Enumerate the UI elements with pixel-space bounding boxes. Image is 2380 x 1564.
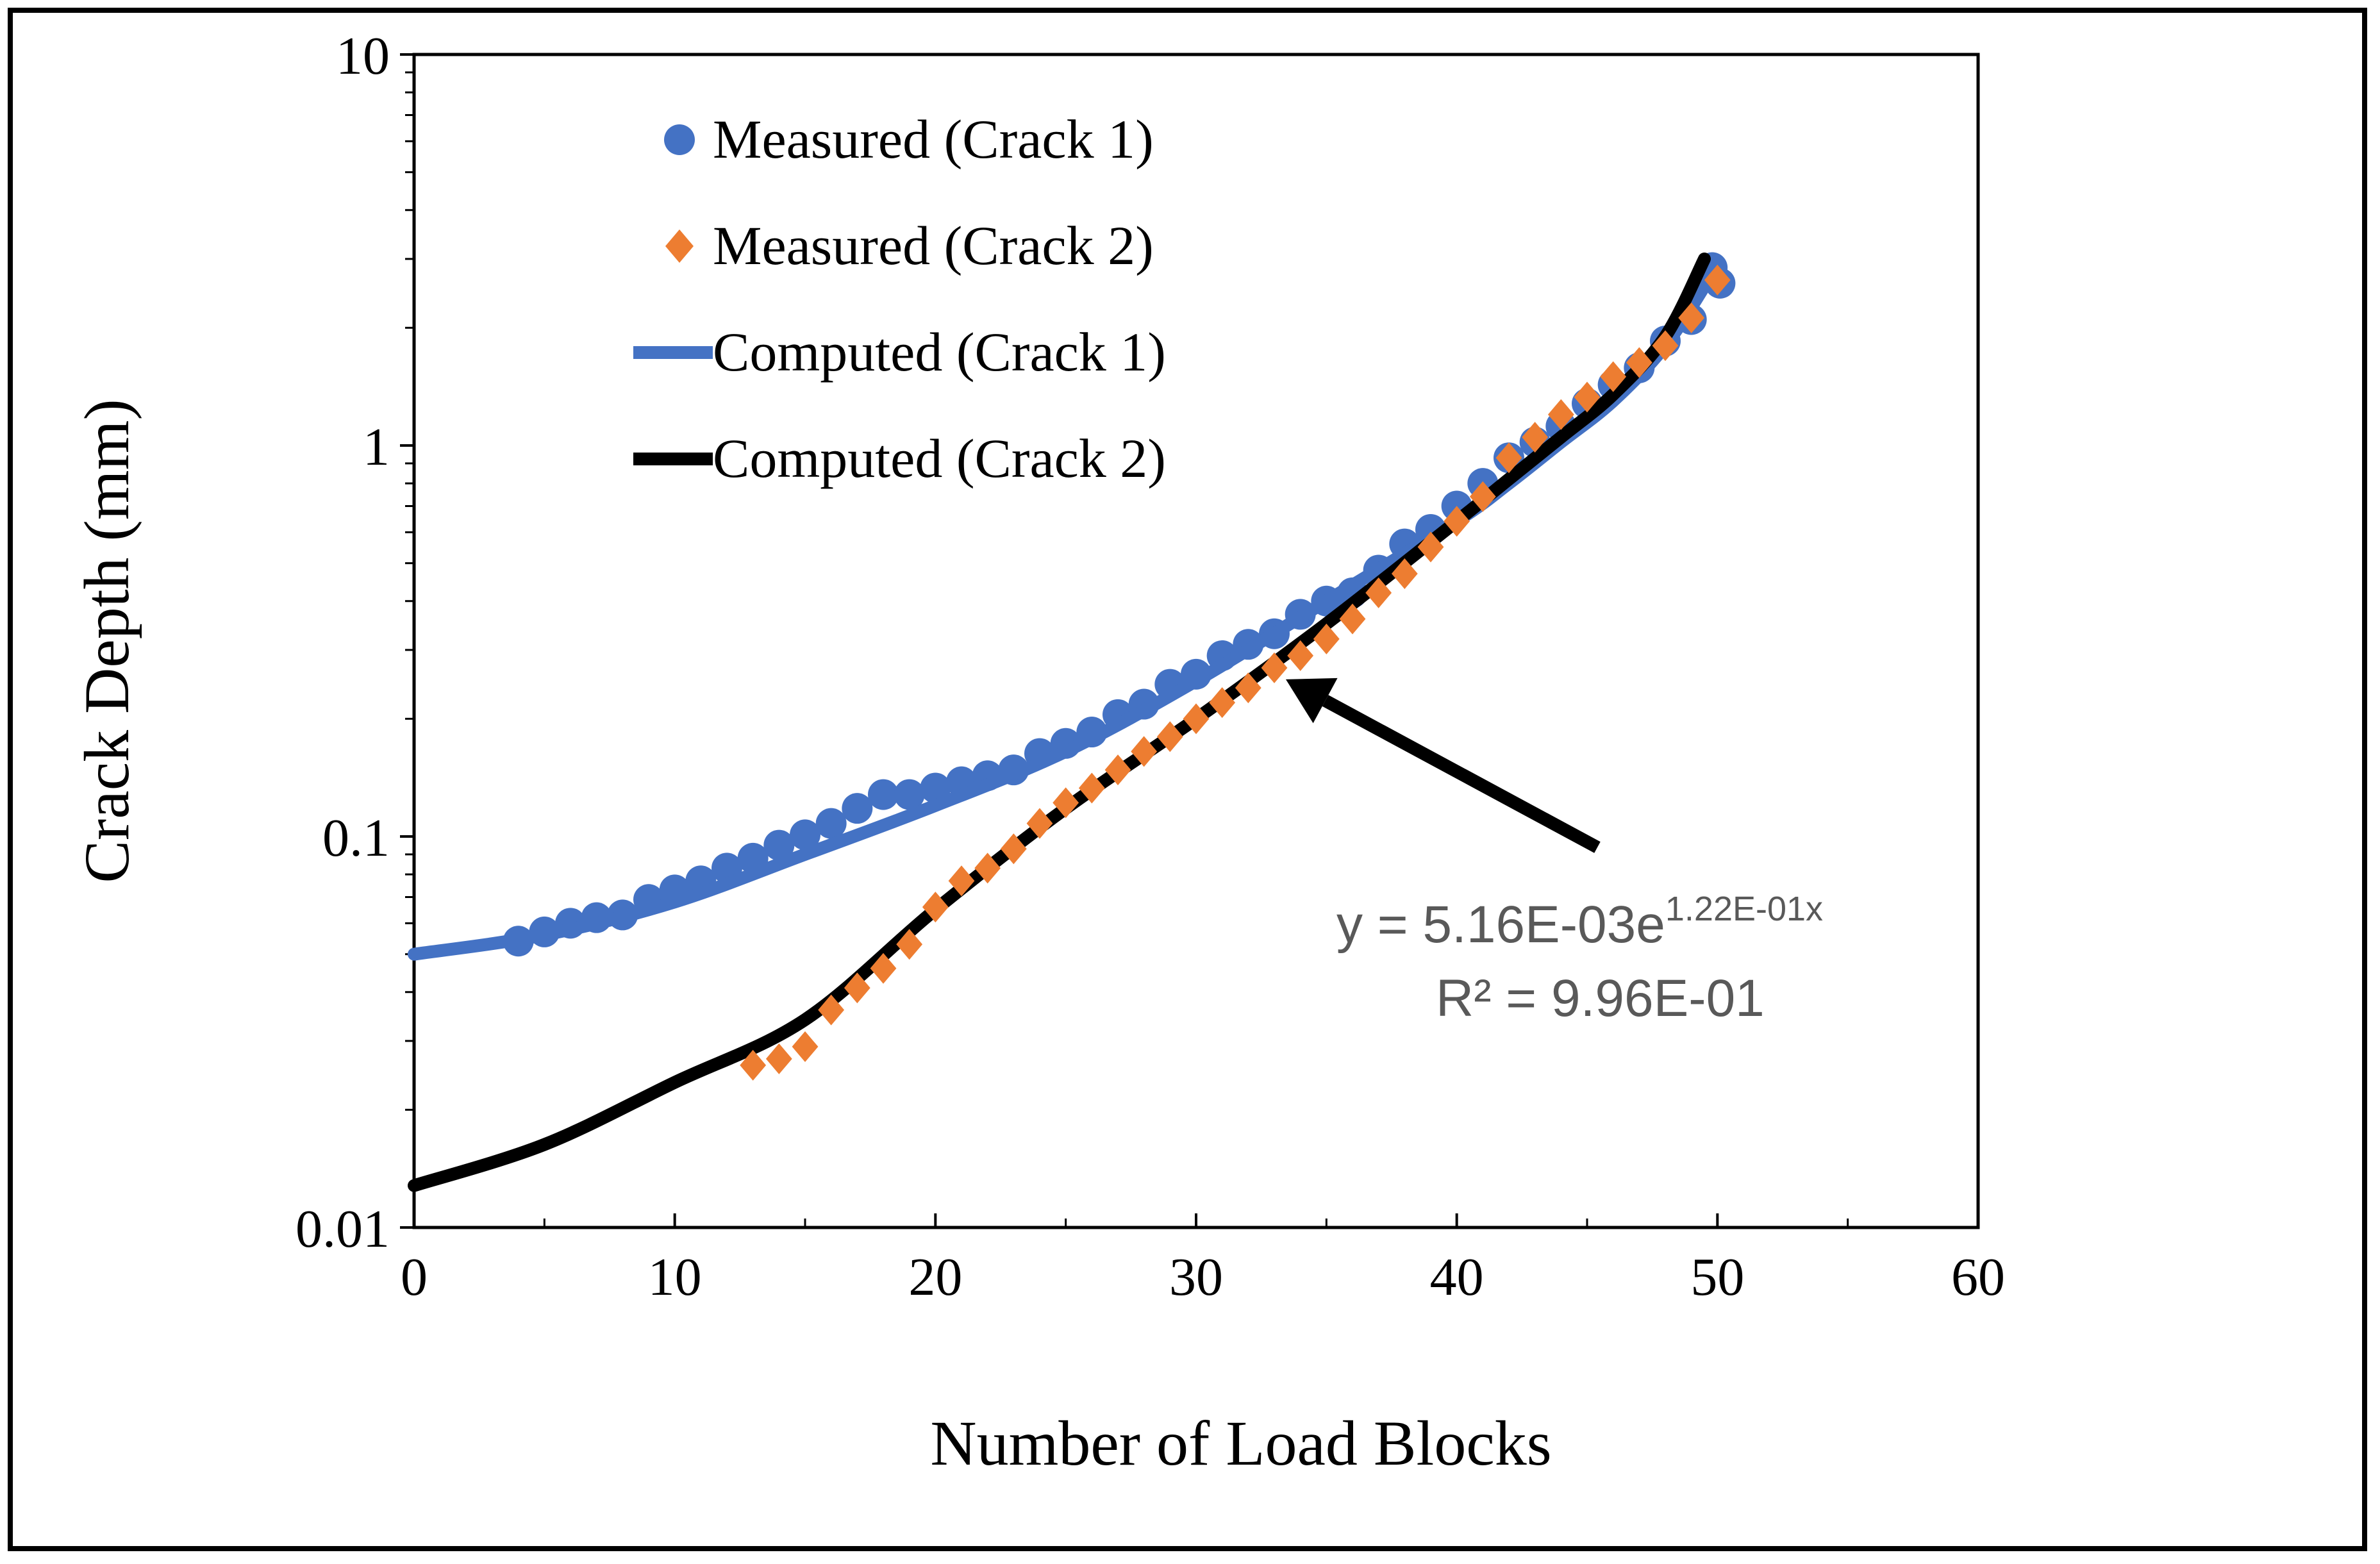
point-measured-crack-2: [1131, 736, 1158, 767]
point-measured-crack-2: [948, 865, 975, 897]
point-measured-crack-2: [1365, 577, 1392, 608]
series-layer: [408, 252, 1736, 1192]
point-measured-crack-2: [1652, 330, 1679, 362]
point-measured-crack-1: [815, 808, 847, 839]
y-tick-label: 1: [363, 417, 390, 477]
point-measured-crack-2: [974, 853, 1001, 884]
point-measured-crack-2: [1704, 264, 1731, 295]
x-tick-label: 30: [1169, 1247, 1223, 1307]
point-measured-crack-1: [868, 779, 899, 810]
series-line-computed-crack-2: [408, 252, 1711, 1192]
legend-label-measured-crack-2: Measured (Crack 2): [713, 215, 1154, 276]
point-measured-crack-2: [922, 892, 949, 923]
point-measured-crack-2: [1547, 399, 1574, 430]
legend-marker-measured-crack-2: [665, 229, 694, 263]
legend-marker-measured-crack-1: [664, 124, 695, 155]
point-measured-crack-1: [763, 829, 795, 861]
point-measured-crack-2: [844, 972, 870, 1004]
point-measured-crack-2: [1209, 687, 1236, 719]
legend-label-computed-crack-1: Computed (Crack 1): [713, 321, 1166, 383]
legend-label-measured-crack-1: Measured (Crack 1): [713, 108, 1154, 170]
point-measured-crack-2: [1313, 623, 1340, 654]
point-measured-crack-2: [1053, 787, 1079, 819]
trendline-equation: y = 5.16E-03e1.22E-01x: [1336, 890, 1823, 954]
legend: Measured (Crack 1) Measured (Crack 2) Co…: [633, 108, 1166, 489]
annotation-arrow-shaft: [1322, 695, 1601, 853]
point-measured-crack-1: [842, 793, 873, 824]
point-measured-crack-2: [1339, 603, 1366, 635]
x-tick-label: 60: [1951, 1247, 2005, 1307]
point-measured-crack-2: [1678, 302, 1705, 333]
point-measured-crack-2: [740, 1049, 767, 1081]
point-measured-crack-2: [1104, 754, 1131, 786]
point-measured-crack-2: [792, 1031, 819, 1062]
point-measured-crack-2: [1026, 808, 1053, 839]
point-measured-crack-2: [1391, 558, 1418, 590]
y-tick-label: 0.1: [322, 808, 390, 868]
x-tick-label: 0: [401, 1247, 428, 1307]
y-axis-label: Crack Depth (mm): [71, 399, 142, 883]
legend-label-computed-crack-2: Computed (Crack 2): [713, 428, 1166, 489]
point-measured-crack-2: [1156, 721, 1183, 753]
point-measured-crack-2: [818, 994, 845, 1026]
point-measured-crack-2: [1444, 506, 1470, 537]
point-measured-crack-2: [1078, 772, 1105, 804]
plot-area-border: [412, 53, 1980, 1229]
point-measured-crack-2: [1235, 672, 1261, 704]
equation-exponent: 1.22E-01x: [1665, 890, 1823, 928]
point-measured-crack-2: [1000, 833, 1027, 865]
x-tick-label: 40: [1430, 1247, 1484, 1307]
point-measured-crack-1: [790, 819, 820, 851]
point-measured-crack-2: [765, 1043, 792, 1074]
y-axis-ticks: 0.01 0.1 1 10: [295, 26, 414, 1259]
point-measured-crack-1: [894, 779, 925, 810]
point-measured-crack-2: [1261, 652, 1288, 683]
x-tick-label: 20: [908, 1247, 962, 1307]
y-tick-label: 0.01: [295, 1199, 390, 1259]
x-axis-ticks: 0 10 20 30 40 50 60: [401, 1213, 2005, 1307]
x-axis-label: Number of Load Blocks: [930, 1408, 1551, 1479]
trendline-r-squared: R² = 9.96E-01: [1436, 969, 1765, 1027]
point-measured-crack-2: [870, 953, 897, 984]
figure-frame: [8, 8, 2367, 1551]
x-tick-label: 50: [1690, 1247, 1744, 1307]
point-measured-crack-2: [1417, 531, 1444, 563]
point-measured-crack-2: [1469, 481, 1496, 512]
point-measured-crack-2: [1183, 703, 1210, 735]
point-measured-crack-2: [1600, 361, 1627, 392]
annotation-arrow-head: [1286, 678, 1338, 724]
x-tick-label: 10: [648, 1247, 702, 1307]
point-measured-crack-2: [1626, 347, 1652, 378]
point-measured-crack-2: [896, 929, 923, 960]
y-tick-label: 10: [336, 26, 390, 86]
point-measured-crack-2: [1574, 381, 1601, 413]
point-measured-crack-2: [1522, 422, 1549, 453]
point-measured-crack-2: [1287, 640, 1314, 671]
point-measured-crack-2: [1495, 442, 1522, 474]
equation-prefix: y = 5.16E-03e: [1336, 895, 1665, 954]
